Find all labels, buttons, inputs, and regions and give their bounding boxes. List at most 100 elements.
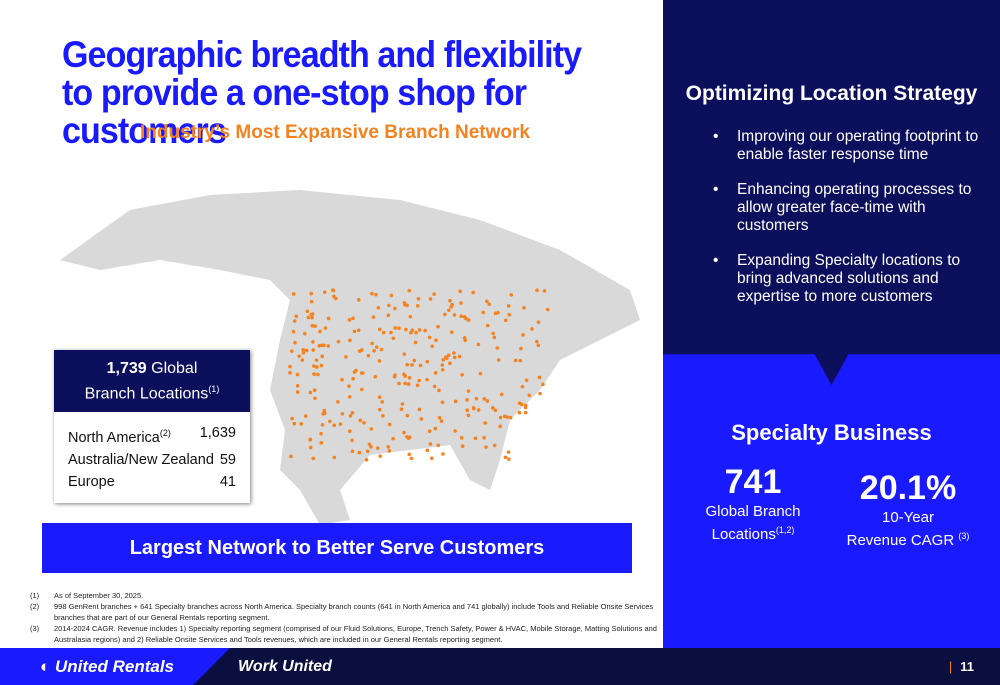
branch-dot [409, 456, 414, 461]
branch-dot [321, 343, 326, 348]
branch-dot [405, 413, 410, 418]
work-united-tagline: Work United [238, 658, 332, 675]
branch-dot [326, 316, 331, 321]
branch-dot [434, 338, 438, 343]
branch-dot [436, 324, 440, 329]
branch-dot [397, 326, 401, 331]
count: 1,639 [199, 425, 236, 442]
branch-dot [369, 445, 373, 449]
branch-dot [350, 449, 355, 454]
branch-dot [404, 327, 408, 332]
branch-dot [536, 320, 541, 324]
branch-dot [504, 318, 508, 323]
stat-label: Global Branch [705, 503, 801, 520]
branch-dot [351, 316, 355, 321]
branch-dot [291, 292, 296, 296]
branch-dot [407, 452, 411, 457]
branch-dot [440, 367, 445, 372]
branch-dot [483, 421, 487, 425]
branch-dot [393, 306, 397, 311]
branch-dot [369, 427, 374, 431]
region: Europe [68, 474, 115, 491]
branch-dot [448, 298, 452, 303]
branch-dot [452, 355, 457, 360]
branch-dot [517, 410, 522, 415]
branch-dot [545, 307, 550, 312]
branch-dot [433, 426, 438, 431]
branch-dot [427, 335, 432, 340]
branch-dot [389, 330, 393, 335]
branch-dot [482, 435, 486, 440]
branch-dot [347, 394, 352, 399]
global-total: 1,739 Global Branch Locations(1) [54, 350, 250, 413]
branch-dot [373, 374, 378, 379]
branch-dot [295, 390, 300, 394]
region: North America [68, 430, 160, 447]
branch-dot [332, 294, 336, 299]
branch-dot [312, 372, 316, 376]
region: Australia/New Zealand [68, 452, 214, 469]
branch-dot [498, 424, 502, 429]
branch-dot [423, 328, 427, 333]
branch-dot [458, 289, 462, 294]
branch-dot [518, 358, 523, 363]
total-count: 1,739 [106, 360, 147, 377]
branch-dot [347, 318, 352, 322]
branch-dot [481, 310, 485, 315]
branch-dot [309, 299, 314, 304]
branch-dot [491, 331, 495, 336]
branch-dot [463, 338, 468, 343]
branch-dot [310, 315, 314, 320]
branch-dot [400, 402, 405, 406]
branch-dot [499, 392, 504, 397]
count: 41 [219, 474, 236, 491]
branch-dot [399, 407, 404, 411]
branch-dot [507, 312, 512, 317]
branch-dot [536, 343, 541, 348]
branch-dot [460, 444, 465, 449]
branch-dot [380, 400, 385, 404]
branch-dot [291, 329, 296, 334]
branch-dot [347, 429, 352, 433]
branch-dot [362, 421, 366, 425]
footnote-number: (3) [30, 624, 40, 633]
branch-dot [340, 377, 344, 382]
north-america-landmass [60, 190, 640, 525]
branch-dot [377, 407, 382, 412]
branch-dot [391, 436, 395, 441]
branch-dot [352, 329, 357, 334]
branch-dot [505, 415, 509, 419]
branch-dot [290, 349, 294, 353]
branch-dot [415, 383, 420, 388]
branch-dot [359, 371, 364, 375]
network-banner: Largest Network to Better Serve Customer… [42, 523, 632, 573]
branch-dot [520, 384, 525, 389]
branch-dot [498, 415, 503, 420]
branch-dot [530, 327, 534, 331]
branch-dot [439, 419, 444, 423]
branch-dot [476, 342, 481, 347]
branch-dot [304, 348, 309, 353]
branch-dot [482, 397, 487, 401]
branch-dot [419, 417, 424, 421]
branch-dot [387, 449, 392, 453]
footnote-number: (1) [30, 591, 40, 600]
branch-dot [485, 399, 490, 403]
footnote-number: (2) [30, 602, 40, 611]
branch-dot [484, 445, 488, 449]
footnote-ref: (1,2) [775, 525, 795, 535]
stat-value: 20.1% [859, 469, 957, 507]
branch-dot [430, 344, 435, 348]
branch-dot [310, 323, 315, 328]
branch-dot [319, 441, 324, 445]
footnote: (1) As of September 30, 2025. [30, 590, 660, 601]
footer-accent [0, 648, 230, 685]
bullet-item: Enhancing operating processes to allow g… [713, 181, 993, 235]
branch-dot [317, 343, 322, 348]
branch-dot [331, 288, 336, 293]
footnote: (3) 2014-2024 CAGR. Revenue includes 1) S… [30, 623, 660, 645]
branch-dot [418, 363, 423, 368]
branch-dot [521, 333, 525, 337]
branch-dot [292, 421, 297, 426]
stat-branch-locations: 741 Global Branch Locations(1,2) [693, 462, 813, 544]
